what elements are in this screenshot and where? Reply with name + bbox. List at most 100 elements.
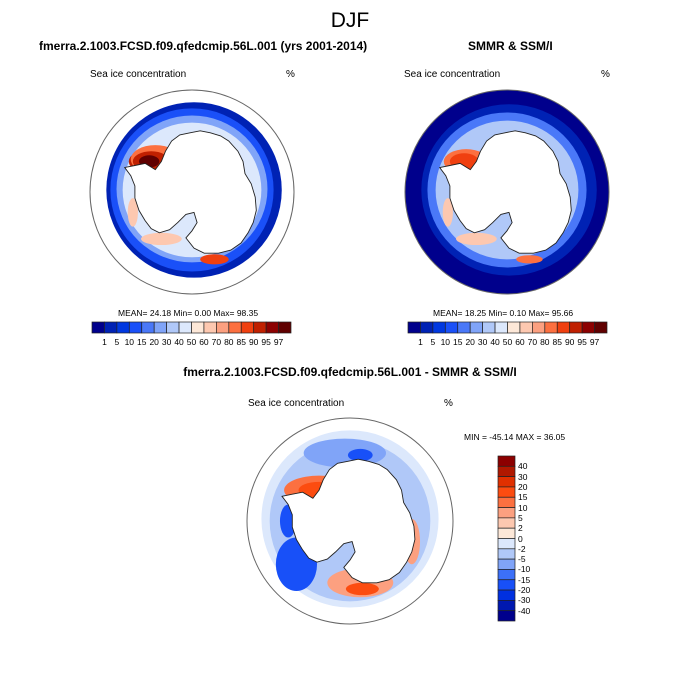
concentration-patch [516, 255, 543, 264]
colorbar-tick-label: 0 [518, 533, 523, 544]
colorbar-tick-label: 20 [465, 337, 475, 347]
colorbar-tick-label: 15 [137, 337, 147, 347]
colorbar-box [240, 321, 255, 334]
colorbar-tick-label: -30 [518, 595, 531, 606]
colorbar-tick-label: -5 [518, 554, 526, 565]
obs-map [404, 89, 610, 295]
colorbar-tick-label: 95 [577, 337, 587, 347]
colorbar-box [278, 321, 292, 334]
colorbar-box [532, 321, 546, 334]
colorbar-tick-label: 85 [552, 337, 562, 347]
colorbar-tick-label: 30 [161, 337, 172, 347]
colorbar-box [469, 321, 483, 334]
diff-variable-label: Sea ice concentration [248, 398, 345, 409]
colorbar-tick-label: 1 [102, 337, 107, 347]
colorbar-box [191, 321, 205, 334]
colorbar-box [203, 321, 217, 334]
colorbar-box [497, 517, 516, 529]
colorbar-box [507, 321, 521, 334]
colorbar-box [457, 321, 471, 334]
colorbar-box [497, 569, 516, 581]
colorbar-box [494, 321, 508, 334]
concentration-patch [141, 232, 182, 246]
colorbar-tick-label: 40 [518, 461, 528, 472]
colorbar-box [420, 321, 434, 334]
colorbar-box [228, 321, 242, 334]
colorbar-box [497, 589, 516, 601]
colorbar-box [497, 610, 516, 622]
colorbar-box [497, 496, 516, 508]
colorbar-tick-label: 20 [518, 481, 528, 492]
colorbar-box [265, 321, 279, 334]
antarctica-coastline [281, 458, 416, 584]
concentration-patch [456, 232, 497, 246]
colorbar-box [141, 321, 155, 334]
colorbar-tick-label: 80 [224, 337, 234, 347]
colorbar-box [128, 321, 143, 334]
obs-stats: MEAN= 18.25 Min= 0.10 Max= 95.66 [433, 308, 574, 318]
colorbar-tick-label: 2 [518, 523, 523, 534]
colorbar-box [497, 558, 516, 570]
model-stats: MEAN= 24.18 Min= 0.00 Max= 98.35 [118, 308, 259, 318]
colorbar-tick-label: 30 [518, 471, 528, 482]
colorbar-box [497, 527, 516, 539]
colorbar-tick-label: 15 [518, 492, 528, 503]
diff-map [246, 417, 454, 625]
colorbar-box [497, 579, 516, 591]
model-units-label: % [286, 69, 295, 80]
colorbar-box [497, 476, 516, 488]
colorbar-tick-label: -40 [518, 605, 531, 616]
colorbar-tick-label: 5 [114, 337, 120, 347]
colorbar-box [432, 321, 446, 334]
colorbar-box [556, 321, 571, 334]
colorbar-box [497, 507, 516, 519]
colorbar-box [91, 321, 105, 334]
colorbar-tick-label: 10 [440, 337, 451, 347]
concentration-patch [200, 254, 229, 265]
model-variable-label: Sea ice concentration [90, 69, 187, 80]
colorbar-box [166, 321, 180, 334]
colorbar-box [544, 321, 558, 334]
map-boundary-circle [246, 417, 454, 625]
colorbar-tick-label: 70 [527, 337, 538, 347]
colorbar-tick-label: 97 [273, 337, 284, 347]
colorbar-tick-label: 50 [186, 337, 197, 347]
colorbar-box [569, 321, 583, 334]
colorbar-box [497, 486, 516, 498]
obs-units-label: % [601, 69, 610, 80]
obs-panel-title: SMMR & SSM/I [468, 39, 553, 53]
antarctica-coastline [438, 130, 572, 254]
colorbar-box [519, 321, 533, 334]
colorbar-box [253, 321, 267, 334]
colorbar-tick-label: 15 [453, 337, 463, 347]
colorbar-box [153, 321, 167, 334]
colorbar-tick-label: 10 [124, 337, 135, 347]
colorbar-tick-label: 85 [236, 337, 246, 347]
concentration-patch [347, 448, 373, 462]
colorbar-tick-label: 90 [564, 337, 575, 347]
diff-units-label: % [444, 398, 453, 409]
colorbar-tick-label: -2 [518, 543, 526, 554]
colorbar-box [497, 600, 516, 612]
colorbar-tick-label: 30 [477, 337, 488, 347]
colorbar-box [444, 321, 459, 334]
colorbar-box [407, 321, 421, 334]
colorbar-tick-label: 1 [418, 337, 423, 347]
colorbar-box [482, 321, 496, 334]
colorbar-tick-label: 5 [430, 337, 436, 347]
colorbar-tick-label: 20 [149, 337, 159, 347]
colorbar-tick-label: 97 [589, 337, 600, 347]
colorbar-tick-label: 80 [540, 337, 550, 347]
colorbar-tick-label: 60 [199, 337, 209, 347]
colorbar-tick-label: -20 [518, 585, 531, 596]
colorbar-tick-label: 95 [261, 337, 271, 347]
concentration-patch [442, 198, 453, 227]
colorbar-box [178, 321, 192, 334]
concentration-patch [127, 198, 138, 227]
colorbar-box [104, 321, 118, 334]
colorbar-tick-label: 70 [211, 337, 222, 347]
obs-colorbar [407, 321, 608, 334]
figure-title: DJF [330, 9, 370, 32]
model-map [89, 89, 295, 295]
